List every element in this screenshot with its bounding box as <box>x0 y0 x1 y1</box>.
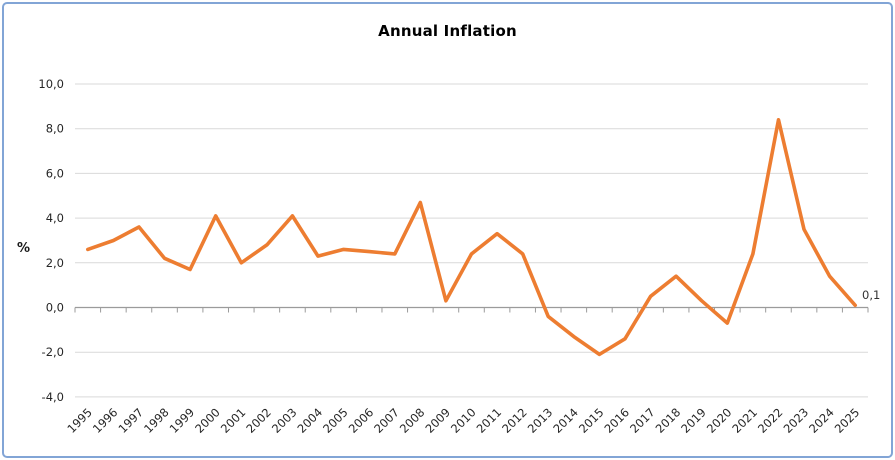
x-tick-label: 2022 <box>755 405 786 436</box>
y-tick-label: 0,0 <box>46 301 64 315</box>
x-tick-label: 2016 <box>602 405 633 436</box>
x-tick-label: 2023 <box>781 405 812 436</box>
x-tick-label: 1995 <box>64 405 95 436</box>
x-tick-label: 1997 <box>115 405 146 436</box>
y-tick-label: 4,0 <box>46 211 64 225</box>
x-tick-label: 1996 <box>90 405 121 436</box>
x-tick-label: 2010 <box>448 405 479 436</box>
y-tick-label: -4,0 <box>42 390 64 404</box>
x-tick-label: 2018 <box>653 405 684 436</box>
x-tick-label: 2020 <box>704 405 735 436</box>
x-tick-label: 2000 <box>192 405 223 436</box>
x-tick-label: 2015 <box>576 405 607 436</box>
x-tick-label: 2003 <box>269 405 300 436</box>
inflation-line <box>86 118 858 357</box>
x-tick-label: 2017 <box>627 405 658 436</box>
x-tick-label: 2025 <box>832 405 863 436</box>
y-tick-label: 10,0 <box>38 77 64 91</box>
y-axis-title: % <box>17 241 31 256</box>
x-tick-label: 2001 <box>218 405 249 436</box>
x-tick-label: 2006 <box>346 405 377 436</box>
chart-title: Annual Inflation <box>378 22 517 40</box>
last-point-data-label: 0,1 <box>862 288 881 302</box>
y-tick-label: -2,0 <box>42 345 64 359</box>
x-tick-label: 2004 <box>295 405 326 436</box>
x-tick-label: 2008 <box>397 405 428 436</box>
x-tick-label: 2005 <box>320 405 351 436</box>
x-tick-label: 2009 <box>422 405 453 436</box>
x-tick-label: 1999 <box>167 405 198 436</box>
x-tick-label: 2014 <box>550 405 581 436</box>
x-tick-label: 2024 <box>806 405 837 436</box>
x-tick-label: 1998 <box>141 405 172 436</box>
y-tick-label: 8,0 <box>46 122 64 136</box>
y-tick-label: 6,0 <box>46 166 64 180</box>
x-tick-label: 2007 <box>371 405 402 436</box>
x-tick-label: 2019 <box>678 405 709 436</box>
x-tick-label: 2012 <box>499 405 530 436</box>
x-tick-label: 2013 <box>525 405 556 436</box>
x-tick-label: 2011 <box>474 405 505 436</box>
y-tick-label: 2,0 <box>46 256 64 270</box>
x-tick-label: 2002 <box>243 405 274 436</box>
x-tick-label: 2021 <box>729 405 760 436</box>
